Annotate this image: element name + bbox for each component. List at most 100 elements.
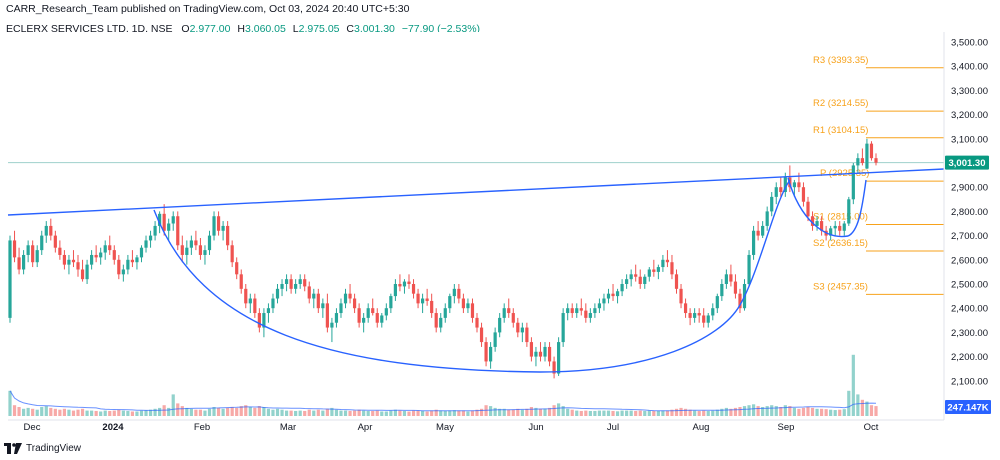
- candle-body: [343, 293, 348, 304]
- candle-body: [321, 303, 325, 309]
- volume-bar: [815, 408, 819, 416]
- volume-bar: [58, 409, 62, 416]
- candle-body: [176, 216, 180, 246]
- price-tick-label: 2,500.00: [951, 280, 988, 291]
- candle-body: [108, 245, 112, 251]
- candle-body: [62, 254, 67, 265]
- volume-bar: [679, 407, 683, 416]
- candle-body: [448, 296, 452, 309]
- candle-body: [860, 158, 864, 163]
- candle-body: [733, 281, 738, 294]
- price-tick-label: 2,100.00: [951, 376, 988, 387]
- candle-body: [325, 303, 329, 328]
- candle-body: [810, 216, 815, 226]
- price-axis[interactable]: 3,500.00 3,400.00 3,300.00 3,200.00 3,100.00…: [943, 32, 988, 420]
- volume-bar: [683, 408, 688, 416]
- candle-body: [49, 225, 53, 236]
- candle-body: [380, 315, 384, 323]
- volume-bar: [493, 407, 497, 416]
- volume-bar: [49, 407, 53, 416]
- candle-body: [221, 225, 225, 231]
- candle-body: [670, 262, 674, 275]
- candle-body: [842, 223, 846, 231]
- publisher-line: CARR_Research_Team published on TradingV…: [6, 3, 410, 15]
- candle-body: [371, 308, 375, 314]
- volume-bar: [647, 410, 651, 416]
- volume-bar: [158, 407, 162, 416]
- volume-bar: [779, 407, 783, 416]
- volume-bar: [248, 407, 252, 416]
- price-tick-label: 3,200.00: [951, 110, 988, 121]
- candle-body: [71, 259, 76, 263]
- candle-body: [547, 346, 552, 362]
- price-tick-label: 3,300.00: [951, 86, 988, 97]
- candle-body: [466, 303, 470, 309]
- volume-bar: [720, 408, 724, 416]
- time-tick-label: Mar: [280, 422, 296, 433]
- candle-body: [806, 201, 810, 217]
- volume-bar: [774, 406, 778, 416]
- time-tick-label: Aug: [693, 422, 710, 433]
- pivot-label: R3 (3393.35): [813, 55, 868, 66]
- high-key: H: [237, 23, 245, 35]
- volume-bar: [761, 407, 765, 416]
- candle-body: [126, 259, 130, 270]
- volume-bar: [303, 410, 307, 416]
- candle-body: [153, 225, 157, 236]
- volume-bar: [94, 410, 98, 416]
- volume-bar: [729, 408, 733, 416]
- candle-body: [502, 308, 506, 318]
- time-tick-label: 2024: [102, 422, 124, 433]
- candle-body: [847, 199, 851, 224]
- candle-body: [525, 327, 529, 343]
- time-tick-label: Jul: [607, 422, 619, 433]
- candle-body: [756, 230, 760, 236]
- volume-bar: [312, 410, 316, 416]
- candle-body: [856, 158, 860, 166]
- candle-body: [239, 274, 243, 289]
- volume-bar: [411, 410, 416, 416]
- candle-body: [312, 293, 316, 299]
- candle-body: [262, 313, 266, 328]
- price-tick-label: 3,500.00: [951, 38, 988, 49]
- candle-body: [838, 225, 842, 231]
- candle-body: [117, 259, 121, 275]
- time-tick-label: Jun: [528, 422, 543, 433]
- candle-body: [171, 216, 175, 224]
- candle-body: [357, 308, 361, 323]
- volume-bar: [103, 410, 107, 416]
- volume-bar: [638, 410, 642, 416]
- volume-bar: [520, 409, 524, 416]
- volume-bar: [325, 408, 329, 416]
- candle-body: [584, 310, 588, 318]
- candle-body: [17, 257, 21, 270]
- volume-bar: [407, 411, 411, 416]
- volume-bar: [203, 410, 207, 416]
- volume-bar: [869, 405, 874, 416]
- volume-bar: [153, 408, 157, 416]
- candle-body: [420, 298, 425, 304]
- candle-body: [652, 269, 656, 272]
- volume-bar: [316, 409, 320, 416]
- candle-body: [715, 296, 719, 309]
- pattern-drawings: [7, 168, 945, 373]
- volume-bar: [384, 411, 388, 416]
- low-key: L: [292, 23, 299, 35]
- candle-body: [566, 308, 570, 314]
- candle-body: [362, 317, 366, 323]
- volume-bar: [362, 410, 366, 416]
- time-axis[interactable]: Dec 2024 Feb Mar Apr May Jun Jul Aug Sep Oct: [8, 419, 944, 433]
- candle-body: [597, 303, 602, 309]
- candle-body: [375, 313, 379, 323]
- plot-area[interactable]: [8, 32, 944, 420]
- candle-body: [212, 216, 216, 236]
- candle-body: [865, 143, 869, 169]
- volume-bar: [393, 409, 397, 416]
- volume-bar: [266, 408, 271, 416]
- candle-body: [244, 288, 248, 304]
- candle-body: [851, 165, 855, 200]
- volume-bar: [833, 410, 837, 416]
- volume-bar: [357, 409, 361, 416]
- candle-body: [638, 276, 642, 284]
